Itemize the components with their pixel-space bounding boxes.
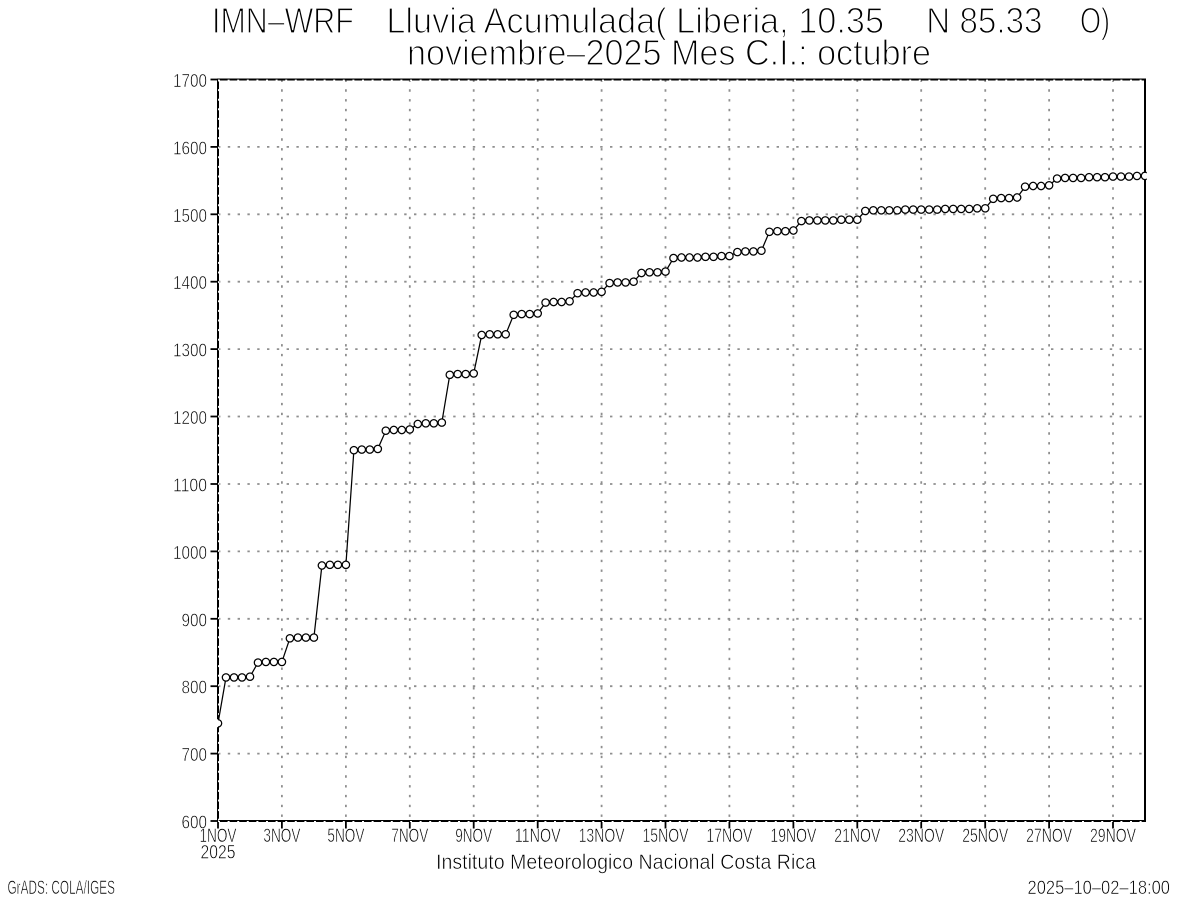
svg-text:noviembre–2025 Mes C.I.: octub: noviembre–2025 Mes C.I.: octubre [407,32,931,73]
svg-text:GrADS: COLA/IGES: GrADS: COLA/IGES [8,878,115,899]
svg-text:23NOV: 23NOV [898,826,944,847]
svg-text:700: 700 [182,745,208,765]
svg-text:7NOV: 7NOV [391,826,428,847]
svg-text:800: 800 [182,678,208,698]
svg-text:2025: 2025 [201,843,236,864]
svg-text:N 85.33: N 85.33 [926,0,1042,41]
svg-text:1400: 1400 [173,273,207,293]
svg-text:Lluvia Acumulada( Liberia, 10.: Lluvia Acumulada( Liberia, 10.35 [386,0,884,41]
svg-text:3NOV: 3NOV [263,826,300,847]
svg-text:1NOV: 1NOV [200,826,237,847]
svg-text:Instituto Meteorologico Nacion: Instituto Meteorologico Nacional Costa R… [436,851,816,874]
svg-text:1500: 1500 [173,206,207,226]
svg-text:27NOV: 27NOV [1026,826,1072,847]
svg-text:25NOV: 25NOV [962,826,1008,847]
svg-text:29NOV: 29NOV [1090,826,1136,847]
svg-text:2025–10–02–18:00: 2025–10–02–18:00 [1028,878,1171,899]
svg-text:900: 900 [182,610,208,630]
svg-text:1700: 1700 [173,71,207,91]
svg-text:IMN–WRF: IMN–WRF [212,0,354,41]
svg-text:1000: 1000 [173,543,207,563]
svg-text:11NOV: 11NOV [515,826,561,847]
svg-text:O): O) [1080,0,1110,41]
svg-text:13NOV: 13NOV [579,826,625,847]
svg-text:600: 600 [182,813,208,833]
svg-text:1200: 1200 [173,408,207,428]
svg-text:21NOV: 21NOV [834,826,880,847]
svg-text:17NOV: 17NOV [706,826,752,847]
svg-text:5NOV: 5NOV [327,826,364,847]
svg-text:1100: 1100 [173,476,207,496]
svg-text:1600: 1600 [173,138,207,158]
svg-text:19NOV: 19NOV [770,826,816,847]
svg-text:15NOV: 15NOV [643,826,689,847]
svg-text:1300: 1300 [173,341,207,361]
svg-text:9NOV: 9NOV [455,826,492,847]
